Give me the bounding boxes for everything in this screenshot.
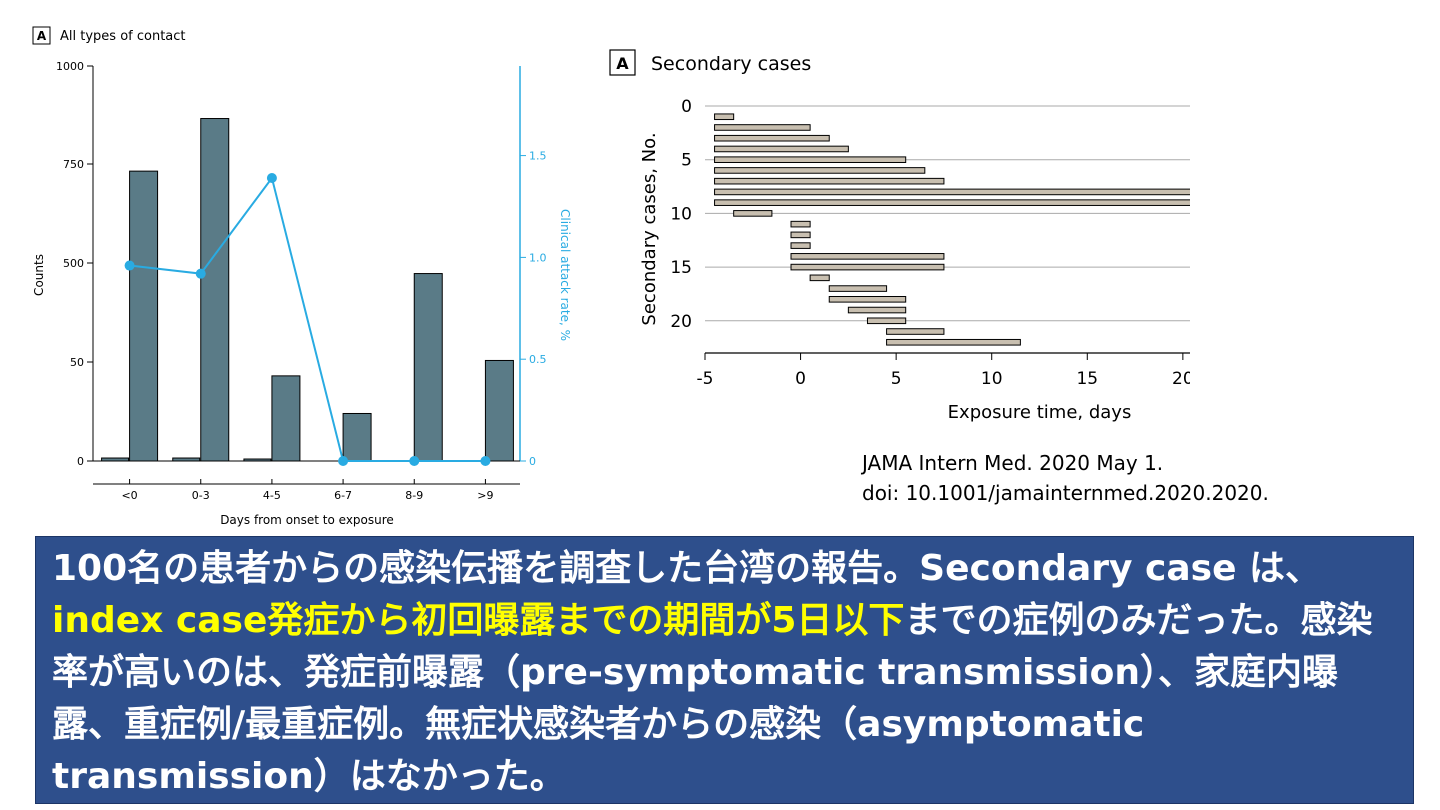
case-exposure-bar: [790, 263, 945, 271]
bar-count: [200, 118, 230, 462]
x-tick-label: -5: [697, 369, 714, 389]
bar-count: [484, 359, 514, 462]
x-axis-label: Exposure time, days: [948, 402, 1132, 423]
x-tick-label: 8-9: [405, 489, 423, 502]
case-exposure-bar: [790, 253, 945, 260]
case-exposure-bar: [828, 285, 888, 292]
y-tick-label: 5: [681, 151, 692, 171]
case-exposure-bar: [809, 274, 830, 282]
citation: JAMA Intern Med. 2020 May 1. doi: 10.100…: [862, 448, 1269, 508]
caption-highlight: index case発症から初回曝露までの期間が5日以下: [52, 600, 905, 641]
counts-attack-rate-chart: A All types of contact 0 50 500 750 1000 0 0.5 1.…: [32, 26, 572, 527]
case-exposure-bar: [714, 113, 735, 121]
y-tick-label: 20: [670, 312, 692, 332]
caption-text-1: 100名の患者からの感染伝播を調査した台湾の報告。Secondary case …: [52, 548, 1322, 589]
case-exposure-bar: [714, 145, 849, 153]
y-tick-label: 1000: [56, 60, 84, 73]
case-exposure-bar: [847, 306, 907, 314]
case-exposure-bar: [828, 296, 907, 303]
y-tick-label: 10: [670, 204, 692, 224]
x-tick-label: 6-7: [334, 489, 352, 502]
case-exposure-bar: [714, 167, 926, 174]
case-exposure-bar: [790, 242, 811, 249]
y-tick-label: 15: [670, 258, 692, 278]
case-exposure-bar: [714, 134, 830, 142]
y2-tick-label: 0: [529, 455, 536, 468]
case-exposure-bar: [733, 210, 773, 217]
chart-title: All types of contact: [60, 29, 186, 44]
attack-rate-line: [129, 175, 486, 462]
panel-label-box: [32, 26, 51, 45]
case-exposure-bar: [714, 188, 1190, 196]
y-tick-label: 750: [63, 158, 84, 171]
y-tick-label: 50: [70, 356, 84, 369]
caption-box: 100名の患者からの感染伝播を調査した台湾の報告。Secondary case …: [35, 536, 1414, 804]
bar-count: [342, 412, 372, 462]
bar-small: [243, 458, 272, 462]
attack-rate-point: [480, 456, 491, 466]
panel-label-box: [609, 49, 636, 76]
y-tick-label: 500: [63, 257, 84, 270]
attack-rate-point: [409, 456, 420, 466]
bar-count: [413, 273, 443, 462]
case-exposure-bar: [790, 220, 811, 228]
x-tick-label: 0: [795, 369, 806, 389]
y-axis-label: Counts: [32, 254, 46, 296]
panel-label: A: [616, 54, 629, 73]
x-tick-label: <0: [121, 489, 137, 502]
x-tick-label: 15: [1076, 369, 1098, 389]
x-tick-label: 4-5: [263, 489, 281, 502]
y-tick-label: 0: [681, 97, 692, 117]
y2-tick-label: 1.0: [529, 251, 547, 264]
x-tick-label: 5: [891, 369, 902, 389]
y2-tick-label: 0.5: [529, 353, 547, 366]
x-tick-label: 20: [1172, 369, 1190, 389]
x-tick-label: >9: [477, 489, 493, 502]
case-exposure-bar: [886, 338, 1021, 346]
citation-line-2: doi: 10.1001/jamainternmed.2020.2020.: [862, 481, 1269, 505]
y2-axis-label: Clinical attack rate, %: [558, 209, 572, 341]
bar-count: [129, 170, 159, 462]
x-tick-label: 10: [981, 369, 1003, 389]
caption-text-2: までの症例のみだった。感染率が高いのは、発症前曝露（pre-symptomati…: [52, 600, 1373, 797]
citation-line-1: JAMA Intern Med. 2020 May 1.: [862, 451, 1164, 475]
bar-small: [172, 457, 201, 462]
case-exposure-bar: [886, 328, 945, 335]
case-exposure-bar: [714, 177, 945, 185]
x-tick-label: 0-3: [192, 489, 210, 502]
case-exposure-bar: [714, 199, 1190, 206]
y-axis-label: Secondary cases, No.: [639, 132, 660, 325]
x-axis-label: Days from onset to exposure: [220, 513, 394, 527]
case-exposure-bar: [790, 231, 811, 239]
y-tick-label: 0: [77, 455, 84, 468]
y2-tick-label: 1.5: [529, 150, 547, 163]
attack-rate-point: [195, 268, 206, 279]
attack-rate-point: [124, 260, 135, 271]
attack-rate-point: [266, 172, 277, 183]
chart-title: Secondary cases: [651, 53, 811, 75]
case-exposure-bar: [866, 317, 907, 325]
case-exposure-bar: [714, 156, 907, 163]
bar-small: [101, 457, 130, 462]
case-exposure-bar: [714, 124, 811, 131]
bar-count: [271, 375, 301, 462]
attack-rate-point: [338, 456, 349, 466]
panel-label: A: [37, 29, 47, 43]
